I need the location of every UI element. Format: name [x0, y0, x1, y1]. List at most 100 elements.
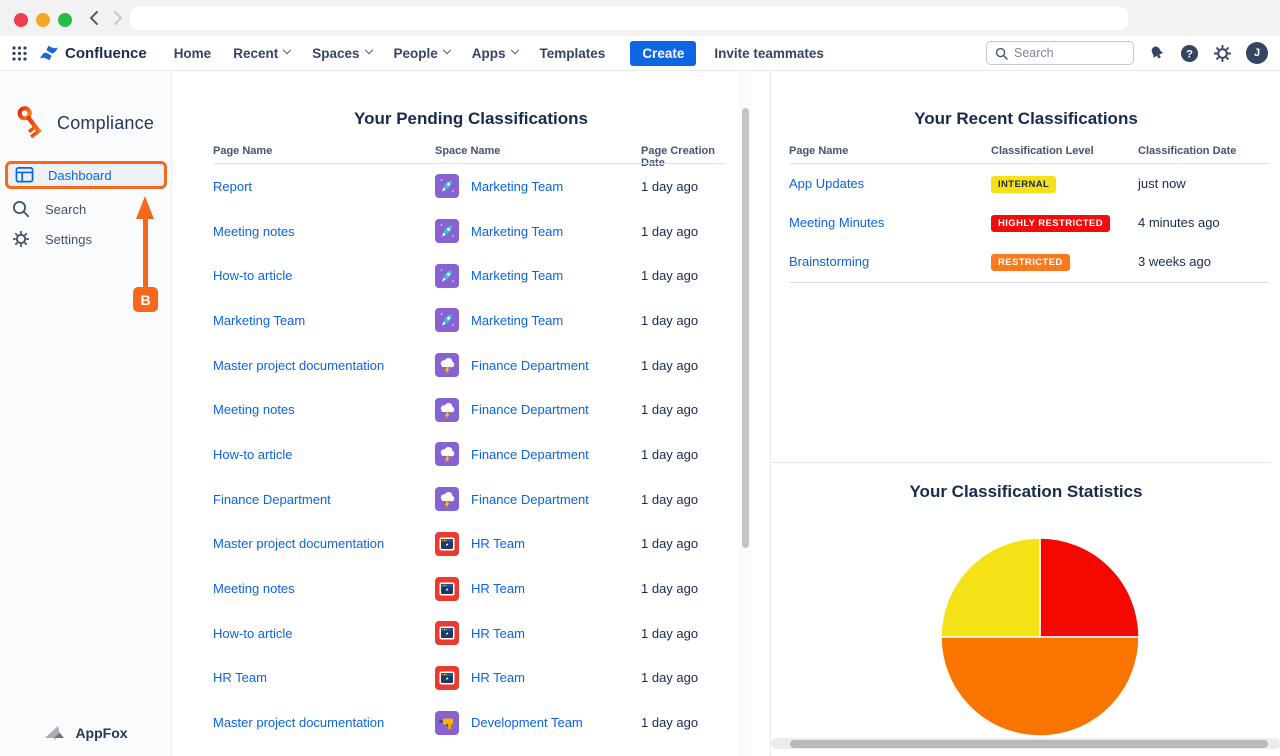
page-creation-date: 1 day ago	[641, 312, 699, 328]
sidebar-item-dashboard[interactable]: Dashboard	[5, 161, 167, 189]
search-input[interactable]	[1014, 46, 1114, 60]
maximize-window-button[interactable]	[58, 13, 72, 27]
space-link[interactable]: Marketing Team	[471, 223, 564, 239]
page-link[interactable]: Meeting Minutes	[789, 215, 885, 230]
table-row: Master project documentation Development …	[213, 700, 724, 745]
page-link[interactable]: Master project documentation	[213, 536, 385, 552]
space-cell: HR Team	[435, 531, 641, 556]
horizontal-scrollbar-thumb[interactable]	[790, 739, 1268, 748]
space-link[interactable]: HR Team	[471, 625, 525, 641]
space-cell: Finance Department	[435, 353, 641, 378]
confluence-home-link[interactable]: Confluence	[39, 44, 147, 62]
page-link[interactable]: Master project documentation	[213, 357, 385, 373]
classification-date: just now	[1138, 176, 1186, 191]
storm-icon	[435, 353, 459, 378]
page-link[interactable]: How-to article	[213, 625, 293, 641]
page-link[interactable]: Meeting notes	[213, 581, 295, 597]
space-link[interactable]: Finance Department	[471, 402, 589, 418]
right-panel: Your Recent Classifications Page Name Cl…	[770, 71, 1280, 756]
sidebar-item-search[interactable]: Search	[12, 200, 86, 218]
nav-item-recent[interactable]: Recent	[233, 46, 292, 61]
svg-text:?: ?	[1186, 48, 1193, 60]
chevron-down-icon	[364, 45, 373, 55]
app-switcher-icon[interactable]	[12, 45, 27, 61]
table-row: Meeting notes Marketing Team 1 day ago	[213, 209, 724, 254]
page-creation-date: 1 day ago	[641, 581, 699, 597]
space-link[interactable]: Finance Department	[471, 491, 589, 507]
search-icon	[13, 201, 30, 218]
space-link[interactable]: Finance Department	[471, 446, 589, 462]
page-link[interactable]: Meeting notes	[213, 402, 295, 418]
window-icon	[435, 621, 459, 646]
back-icon[interactable]	[86, 9, 104, 27]
space-link[interactable]: HR Team	[471, 581, 525, 597]
settings-gear-icon[interactable]	[1213, 44, 1232, 63]
vertical-scrollbar-thumb[interactable]	[742, 108, 749, 548]
page-link[interactable]: App Updates	[789, 176, 865, 191]
column-header: Classification Level	[991, 145, 1094, 157]
page-link[interactable]: Report	[213, 178, 253, 194]
nav-item-home[interactable]: Home	[173, 45, 212, 61]
global-search[interactable]	[986, 41, 1134, 65]
page-creation-date: 1 day ago	[641, 402, 699, 418]
space-link[interactable]: Marketing Team	[471, 312, 564, 328]
pie-slice-restricted	[940, 636, 1140, 737]
space-link[interactable]: HR Team	[471, 536, 525, 552]
pending-classifications-panel: Your Pending Classifications Page Name S…	[172, 71, 770, 756]
help-icon[interactable]: ?	[1180, 44, 1199, 63]
space-link[interactable]: Marketing Team	[471, 178, 564, 194]
pie-slice-internal	[940, 537, 1041, 638]
notifications-bell-icon[interactable]	[1148, 44, 1166, 62]
table-row: Master project documentation Finance Depa…	[213, 343, 724, 388]
page-link[interactable]: How-to article	[213, 446, 293, 462]
space-cell: Development Team	[435, 710, 641, 735]
address-bar[interactable]	[130, 7, 1128, 30]
page-link[interactable]: Master project documentation	[213, 715, 385, 731]
page-link[interactable]: HR Team	[213, 670, 267, 686]
panel-title: Your Recent Classifications	[914, 109, 1138, 128]
annotation-label-b: B	[133, 287, 158, 312]
window-icon	[435, 665, 459, 690]
table-row: Report Marketing Team 1 day ago	[213, 164, 724, 209]
page-link[interactable]: Brainstorming	[789, 254, 870, 269]
user-avatar[interactable]: J	[1246, 42, 1268, 64]
table-row: Brainstorming RESTRICTED 3 weeks ago	[789, 242, 1269, 281]
nav-item-templates[interactable]: Templates	[539, 45, 606, 61]
nav-item-spaces[interactable]: Spaces	[312, 45, 373, 61]
space-cell: Finance Department	[435, 397, 641, 422]
forward-icon[interactable]	[108, 9, 126, 27]
column-header: Space Name	[435, 145, 501, 157]
page-link[interactable]: Meeting notes	[213, 223, 295, 239]
app-navbar: Confluence Home Recent Spaces People App…	[0, 36, 1280, 71]
drill-icon	[435, 710, 459, 735]
table-row: HR Team HR Team 1 day ago	[213, 656, 724, 701]
space-cell: Marketing Team	[435, 219, 641, 244]
space-link[interactable]: HR Team	[471, 670, 525, 686]
sidebar-item-settings[interactable]: Settings	[12, 230, 92, 248]
sidebar-item-label: Dashboard	[48, 167, 112, 183]
space-cell: Finance Department	[435, 487, 641, 512]
window-icon	[435, 531, 459, 556]
annotation-arrow-icon	[136, 196, 154, 219]
compliance-sidebar: Compliance Dashboard Search Settings B A…	[0, 71, 172, 756]
space-link[interactable]: Marketing Team	[471, 268, 564, 284]
nav-item-apps[interactable]: Apps	[472, 46, 519, 61]
page-link[interactable]: How-to article	[213, 268, 293, 284]
create-button[interactable]: Create	[630, 40, 697, 66]
invite-teammates-button[interactable]: Invite teammates	[714, 45, 824, 61]
space-link[interactable]: Finance Department	[471, 357, 589, 373]
page-link[interactable]: Finance Department	[213, 491, 331, 507]
page-creation-date: 1 day ago	[641, 446, 699, 462]
table-header: Page Name Classification Level Classific…	[789, 145, 1269, 157]
divider	[789, 163, 1269, 164]
search-icon	[995, 47, 1008, 60]
minimize-window-button[interactable]	[36, 13, 50, 27]
space-cell: Marketing Team	[435, 174, 641, 199]
browser-chrome	[0, 0, 1280, 36]
space-link[interactable]: Development Team	[471, 715, 583, 731]
page-creation-date: 1 day ago	[641, 268, 699, 284]
nav-item-people[interactable]: People	[394, 46, 452, 61]
close-window-button[interactable]	[14, 13, 28, 27]
panel-title: Your Pending Classifications	[354, 109, 588, 128]
page-link[interactable]: Marketing Team	[213, 312, 306, 328]
